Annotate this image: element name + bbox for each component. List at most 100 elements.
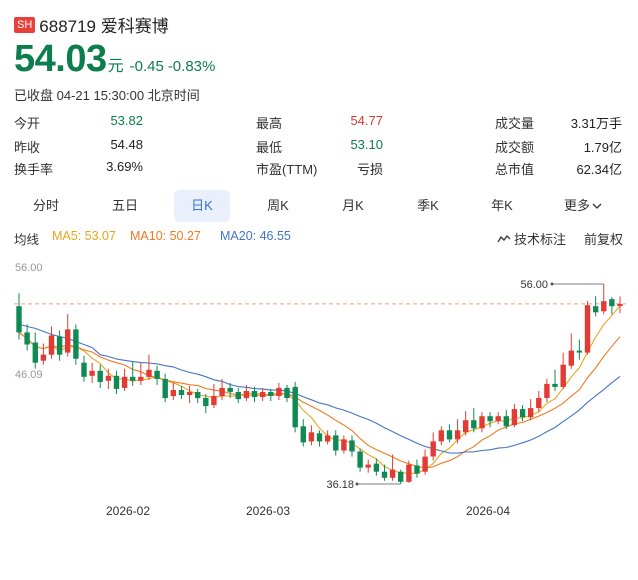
- x-tick-label: 2026-02: [106, 504, 150, 518]
- low-annotation-label: 36.18: [326, 479, 354, 491]
- kline-chart[interactable]: 56.00 46.09 56.00 36.18 2026-02 2026-03 2026-0…: [0, 250, 638, 530]
- ma5-legend: MA5: 53.07: [52, 229, 116, 243]
- tech-annotation-toggle[interactable]: 技术标注: [497, 229, 566, 248]
- candle-body: [130, 376, 136, 381]
- adjust-toggle[interactable]: 前复权: [584, 232, 624, 247]
- candle-body: [81, 362, 87, 377]
- stat-value: 3.69%: [106, 159, 143, 174]
- candle-body: [251, 391, 258, 398]
- candle-body: [341, 439, 347, 451]
- ma-legend-label: 均线: [14, 233, 40, 247]
- candle-body: [324, 435, 331, 442]
- market-badge: SH: [14, 16, 36, 33]
- candle-body: [528, 408, 534, 418]
- candle-body: [16, 306, 22, 333]
- candle-body: [243, 391, 250, 399]
- candle-body: [357, 451, 363, 468]
- candle-body: [454, 430, 461, 440]
- candle-body: [487, 416, 493, 422]
- candle-body: [32, 342, 38, 363]
- tab-label: 分时: [32, 198, 59, 213]
- candle-body: [24, 332, 30, 345]
- candle-body: [511, 409, 518, 426]
- price-change: -0.45: [129, 58, 164, 75]
- candle-body: [113, 375, 120, 389]
- candle-body: [430, 441, 436, 457]
- candle-body: [73, 329, 79, 359]
- tab-period-5[interactable]: 季K: [403, 190, 453, 222]
- stat-value: 53.10: [350, 137, 383, 152]
- x-tick-label: 2026-03: [246, 504, 290, 518]
- stat-label: 今开: [14, 116, 41, 131]
- candle-body: [300, 426, 306, 443]
- candle-body: [227, 387, 233, 392]
- stat-label: 成交量: [495, 116, 535, 131]
- stat-label: 换手率: [14, 162, 54, 177]
- candle-body: [138, 376, 144, 381]
- candle-body: [479, 416, 485, 429]
- candle-body: [292, 386, 298, 428]
- tab-label: 年K: [491, 198, 513, 213]
- chevron-down-icon: [592, 203, 602, 209]
- stat-value: 53.82: [110, 113, 143, 128]
- candle-body: [406, 464, 412, 482]
- candle-body: [97, 370, 103, 382]
- tab-period-1[interactable]: 五日: [100, 190, 150, 222]
- ma10-line: [18, 331, 621, 469]
- candle-body: [373, 463, 380, 472]
- stat-label: 市盈(TTM): [256, 162, 318, 177]
- candle-body: [519, 409, 526, 418]
- candle-body: [260, 392, 266, 397]
- stat-value: 3.31万手: [570, 116, 622, 131]
- stat-value: 亏损: [356, 162, 383, 177]
- candle-body: [195, 392, 201, 399]
- stat-value: 54.77: [350, 113, 383, 128]
- tab-label: 日K: [191, 198, 213, 213]
- stat-value: 62.34亿: [576, 162, 622, 177]
- candle-body: [503, 416, 509, 427]
- market-status: 已收盘 04-21 15:30:00 北京时间: [14, 88, 200, 103]
- tab-label: 五日: [111, 198, 138, 213]
- stat-label: 最高: [256, 116, 283, 131]
- stock-title: 688719 爱科赛博: [39, 17, 169, 36]
- candle-body: [333, 435, 339, 451]
- candle-body: [162, 378, 168, 399]
- tab-period-4[interactable]: 月K: [328, 190, 378, 222]
- tab-more[interactable]: 更多: [558, 190, 608, 222]
- ma20-line: [18, 323, 621, 454]
- tab-label: 周K: [267, 198, 289, 213]
- tab-label: 季K: [417, 198, 439, 213]
- candle-body: [268, 392, 274, 396]
- candle-body: [48, 335, 55, 355]
- tab-period-6[interactable]: 年K: [477, 190, 527, 222]
- stat-label: 总市值: [495, 162, 535, 177]
- tab-period-3[interactable]: 周K: [253, 190, 303, 222]
- y-tick-label: 46.09: [15, 369, 43, 381]
- stat-label: 最低: [256, 140, 283, 155]
- current-price: 54.03: [14, 38, 107, 80]
- price-row: 54.03 元 -0.45 -0.83%: [14, 38, 215, 81]
- tab-period-0[interactable]: 分时: [21, 190, 71, 222]
- candle-body: [56, 336, 63, 355]
- tab-period-2[interactable]: 日K: [174, 190, 230, 222]
- candle-body: [593, 306, 599, 313]
- candle-body: [389, 469, 396, 478]
- candle-body: [65, 329, 71, 353]
- candle-body: [121, 376, 128, 388]
- candle-body: [146, 369, 152, 377]
- candle-body: [284, 387, 290, 398]
- candle-body: [552, 383, 558, 387]
- ma20-legend: MA20: 46.55: [220, 229, 291, 243]
- ma10-legend: MA10: 50.27: [130, 229, 201, 243]
- candle-body: [349, 440, 355, 452]
- candle-body: [446, 430, 453, 440]
- tab-label: 更多: [563, 198, 590, 213]
- candle-body: [365, 464, 371, 468]
- candle-body: [544, 383, 550, 398]
- price-change-pct: -0.83%: [167, 58, 216, 75]
- candle-body: [203, 398, 209, 407]
- candle-body: [536, 398, 542, 409]
- candle-body: [576, 350, 583, 353]
- candle-body: [154, 370, 160, 379]
- candle-body: [398, 471, 404, 482]
